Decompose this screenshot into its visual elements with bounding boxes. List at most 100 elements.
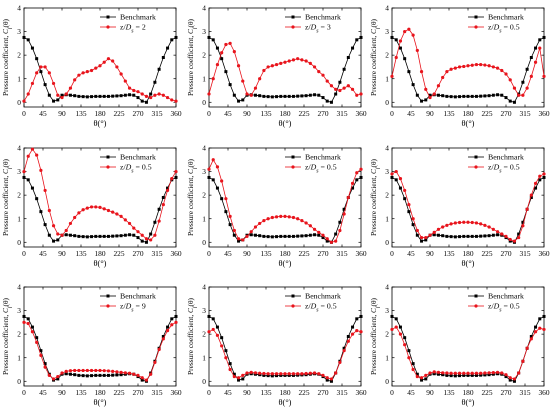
data-point — [81, 235, 85, 239]
data-point — [300, 58, 304, 62]
data-point — [266, 372, 270, 376]
y-tick-label: 4 — [17, 144, 21, 153]
legend-marker — [106, 25, 110, 29]
y-tick-label: 3 — [385, 306, 389, 315]
y-tick-label: 1 — [17, 353, 21, 362]
data-point — [291, 58, 296, 62]
data-point — [165, 188, 170, 193]
data-point — [453, 221, 457, 225]
data-point — [453, 235, 457, 239]
series-line — [391, 177, 545, 243]
data-point — [68, 86, 73, 90]
data-point — [329, 84, 334, 88]
data-point — [407, 210, 411, 214]
legend-label: Benchmark — [488, 153, 524, 162]
data-point — [470, 234, 474, 238]
y-tick-label: 2 — [17, 191, 21, 200]
data-point — [304, 59, 308, 63]
series-case — [390, 325, 546, 381]
data-point — [304, 371, 308, 376]
data-point — [170, 38, 174, 42]
data-point — [534, 46, 538, 50]
data-point — [291, 234, 295, 238]
legend-marker — [291, 155, 295, 159]
data-point — [424, 87, 428, 91]
data-point — [224, 70, 228, 74]
data-point — [411, 33, 415, 37]
y-tick-label: 1 — [202, 74, 206, 83]
legend-label: z/Ds = 9 — [120, 302, 146, 314]
data-point — [157, 347, 161, 352]
data-point — [132, 93, 136, 97]
data-point — [119, 214, 123, 218]
data-point — [279, 61, 283, 65]
data-point — [253, 371, 258, 375]
data-point — [26, 38, 30, 42]
data-point — [237, 378, 241, 382]
data-point — [542, 314, 546, 318]
plot-frame — [208, 286, 362, 387]
legend-marker — [474, 294, 478, 298]
x-axis-label: θ(°) — [94, 259, 107, 268]
chart-panel-6: 0 45 90 135 180 225 270 315 360 0 1 2 3 4 θ(°) Pressure… — [368, 140, 550, 279]
data-point — [529, 337, 533, 341]
legend-marker — [474, 304, 478, 308]
x-tick-label: 0 — [207, 109, 211, 118]
data-point — [407, 349, 411, 353]
data-point — [287, 215, 291, 219]
data-point — [85, 70, 89, 74]
legend-label: z/Ds = 0.5 — [305, 163, 337, 175]
data-point — [26, 321, 30, 326]
data-point — [521, 224, 525, 228]
data-point — [140, 376, 144, 380]
data-point — [394, 317, 398, 321]
data-point — [325, 378, 329, 382]
data-point — [262, 68, 266, 73]
data-point — [436, 84, 441, 88]
data-point — [517, 371, 521, 375]
x-tick-label: 360 — [538, 249, 549, 258]
data-point — [249, 233, 253, 237]
series-benchmark — [207, 35, 363, 104]
x-axis-label: θ(°) — [94, 119, 107, 128]
data-point — [56, 374, 60, 379]
data-point — [521, 80, 525, 84]
data-point — [483, 371, 487, 375]
data-point — [279, 234, 283, 238]
data-point — [317, 93, 321, 97]
data-point — [300, 219, 304, 223]
data-point — [207, 175, 211, 179]
data-point — [123, 218, 127, 222]
plot-frame — [391, 147, 545, 248]
series-benchmark — [390, 35, 546, 104]
data-point — [224, 42, 228, 47]
data-point — [355, 93, 359, 97]
data-point — [445, 70, 449, 74]
data-point — [542, 74, 546, 78]
data-point — [102, 207, 106, 211]
data-point — [43, 83, 47, 87]
data-point — [270, 372, 274, 376]
data-point — [224, 210, 228, 214]
data-point — [215, 325, 219, 329]
data-point — [94, 66, 98, 70]
data-point — [321, 236, 325, 240]
data-point — [479, 222, 483, 226]
data-point — [483, 234, 487, 238]
data-point — [313, 93, 317, 97]
data-point — [77, 373, 81, 377]
data-point — [98, 373, 102, 377]
x-tick-label: 270 — [132, 109, 143, 118]
x-tick-label: 135 — [443, 388, 454, 397]
data-point — [47, 93, 51, 97]
x-tick-label: 315 — [519, 249, 530, 258]
x-tick-label: 135 — [443, 249, 454, 258]
data-point — [207, 92, 211, 96]
x-tick-label: 135 — [443, 109, 454, 118]
chart-panel-5: 0 45 90 135 180 225 270 315 360 0 1 2 3 4 θ(°) Pressure… — [185, 140, 367, 279]
data-point — [43, 188, 47, 193]
data-point — [403, 57, 407, 61]
x-tick-label: 180 — [94, 388, 105, 397]
data-point — [462, 234, 466, 238]
